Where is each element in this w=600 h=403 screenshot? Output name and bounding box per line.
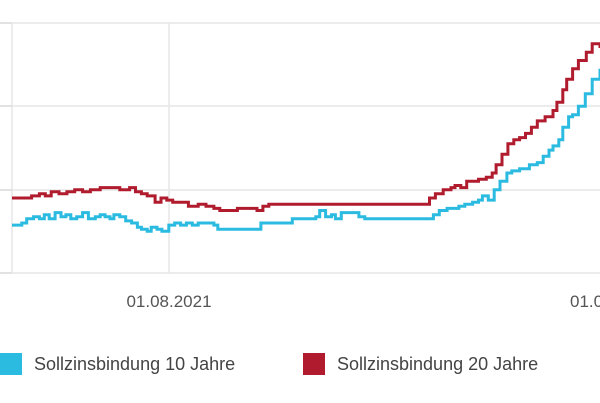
legend-swatch: [0, 353, 22, 375]
legend-label: Sollzinsbindung 10 Jahre: [34, 353, 236, 374]
series-layer: [12, 42, 600, 233]
legend-item-10-jahre[interactable]: Sollzinsbindung 10 Jahre: [0, 348, 235, 380]
x-axis: 01.08.2021 01.0: [126, 292, 600, 311]
legend: Sollzinsbindung 10 Jahre Sollzinsbindung…: [0, 348, 600, 380]
series-line-10-jahre: [12, 68, 600, 233]
series-line-20-jahre: [12, 42, 600, 212]
legend-label: Sollzinsbindung 20 Jahre: [337, 353, 539, 374]
line-chart: 01.08.2021 01.0: [0, 22, 600, 311]
grid: [0, 22, 600, 274]
legend-swatch: [303, 353, 325, 375]
x-tick-label: 01.0: [570, 292, 600, 311]
x-tick-label: 01.08.2021: [126, 292, 211, 311]
legend-item-20-jahre[interactable]: Sollzinsbindung 20 Jahre: [303, 348, 538, 380]
